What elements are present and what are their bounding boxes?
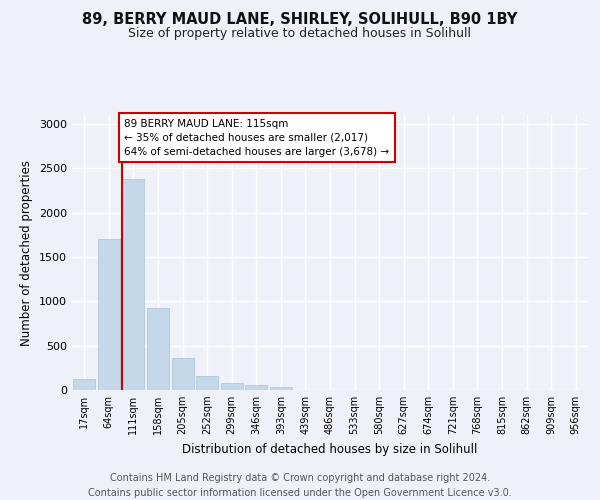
Text: Contains HM Land Registry data © Crown copyright and database right 2024.
Contai: Contains HM Land Registry data © Crown c… — [88, 472, 512, 498]
X-axis label: Distribution of detached houses by size in Solihull: Distribution of detached houses by size … — [182, 442, 478, 456]
Text: 89 BERRY MAUD LANE: 115sqm
← 35% of detached houses are smaller (2,017)
64% of s: 89 BERRY MAUD LANE: 115sqm ← 35% of deta… — [124, 118, 389, 156]
Bar — [221, 383, 243, 390]
Text: Size of property relative to detached houses in Solihull: Size of property relative to detached ho… — [128, 28, 472, 40]
Y-axis label: Number of detached properties: Number of detached properties — [20, 160, 34, 346]
Text: 89, BERRY MAUD LANE, SHIRLEY, SOLIHULL, B90 1BY: 89, BERRY MAUD LANE, SHIRLEY, SOLIHULL, … — [82, 12, 518, 28]
Bar — [172, 358, 194, 390]
Bar — [73, 380, 95, 390]
Bar — [122, 179, 145, 390]
Bar — [270, 388, 292, 390]
Bar — [196, 376, 218, 390]
Bar — [245, 385, 268, 390]
Bar — [98, 239, 120, 390]
Bar — [147, 308, 169, 390]
